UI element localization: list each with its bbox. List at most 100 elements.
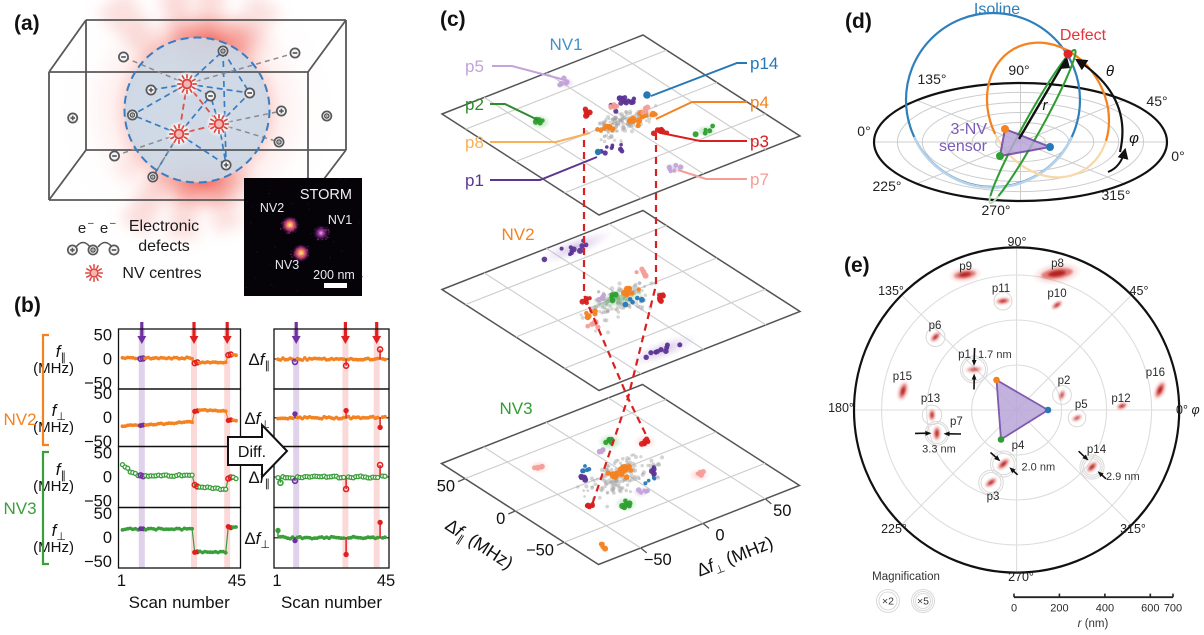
svg-text:2.0 nm: 2.0 nm (1022, 462, 1056, 474)
svg-text:(MHz): (MHz) (33, 419, 74, 436)
svg-text:p2: p2 (1058, 375, 1071, 387)
svg-text:Electronic: Electronic (129, 218, 199, 235)
svg-text:r: r (1043, 97, 1049, 114)
svg-text:(MHz): (MHz) (33, 539, 74, 556)
svg-text:NV3: NV3 (3, 499, 36, 518)
svg-text:225°: 225° (881, 522, 907, 536)
svg-text:NV1: NV1 (549, 35, 582, 54)
svg-text:Δf∥: Δf∥ (248, 468, 270, 490)
svg-text:50: 50 (94, 445, 112, 463)
svg-text:0°: 0° (1171, 148, 1184, 164)
svg-text:p8: p8 (465, 133, 484, 152)
svg-text:(e): (e) (844, 254, 870, 277)
svg-text:NV2: NV2 (260, 201, 284, 215)
svg-text:p5: p5 (1075, 399, 1088, 411)
svg-text:45°: 45° (1130, 284, 1149, 298)
svg-text:(MHz): (MHz) (33, 478, 74, 495)
svg-text:f⊥: f⊥ (52, 401, 66, 423)
svg-text:0° φ: 0° φ (1176, 403, 1200, 417)
svg-text:θ: θ (1106, 63, 1114, 80)
svg-text:−50: −50 (84, 433, 112, 451)
svg-text:p7: p7 (750, 170, 769, 189)
svg-text:−50: −50 (84, 553, 112, 571)
svg-text:50: 50 (94, 505, 112, 523)
svg-text:p1: p1 (958, 349, 971, 361)
svg-text:Defect: Defect (1060, 27, 1107, 44)
svg-text:Scan number: Scan number (281, 593, 382, 612)
svg-text:50: 50 (94, 327, 112, 345)
svg-text:90°: 90° (1008, 62, 1029, 78)
svg-text:Magnification: Magnification (872, 571, 940, 583)
svg-text:135°: 135° (918, 71, 947, 87)
svg-text:3-NV: 3-NV (951, 121, 988, 138)
svg-text:Isoline: Isoline (974, 1, 1020, 18)
svg-text:Δf⊥: Δf⊥ (244, 529, 270, 551)
svg-text:NV2: NV2 (501, 225, 534, 244)
svg-text:p14: p14 (1087, 444, 1107, 456)
svg-text:p3: p3 (987, 491, 1000, 503)
svg-text:200: 200 (1050, 603, 1068, 615)
svg-text:600: 600 (1141, 603, 1159, 615)
svg-text:0: 0 (1011, 603, 1017, 615)
svg-text:Scan number: Scan number (129, 593, 230, 612)
svg-text:315°: 315° (1120, 522, 1146, 536)
svg-text:φ: φ (1129, 130, 1139, 147)
svg-text:p12: p12 (1111, 393, 1130, 405)
svg-text:p4: p4 (1012, 440, 1025, 452)
svg-text:−50: −50 (84, 375, 112, 393)
svg-text:p9: p9 (959, 261, 972, 273)
svg-text:NV3: NV3 (499, 399, 532, 418)
svg-text:(MHz): (MHz) (33, 360, 74, 377)
svg-text:50: 50 (773, 502, 791, 520)
svg-text:270°: 270° (1008, 570, 1034, 584)
svg-text:NV1: NV1 (328, 213, 352, 227)
svg-text:315°: 315° (1102, 187, 1131, 203)
svg-text:p1: p1 (465, 171, 484, 190)
svg-text:NV2: NV2 (3, 410, 36, 429)
svg-text:180°: 180° (828, 401, 854, 415)
svg-text:−50: −50 (526, 541, 554, 559)
svg-text:e: e (78, 220, 86, 237)
svg-text:270°: 270° (982, 202, 1011, 218)
svg-text:p16: p16 (1146, 367, 1165, 379)
svg-text:STORM: STORM (300, 187, 352, 203)
svg-text:p15: p15 (893, 371, 912, 383)
svg-text:1: 1 (117, 572, 126, 590)
svg-text:0: 0 (103, 409, 112, 427)
svg-text:–: – (110, 218, 116, 229)
svg-text:e: e (100, 220, 108, 237)
svg-text:−50: −50 (644, 551, 672, 569)
svg-text:50: 50 (94, 385, 112, 403)
svg-text:1.7 nm: 1.7 nm (978, 349, 1012, 361)
svg-text:(d): (d) (845, 10, 872, 33)
svg-text:90°: 90° (1008, 235, 1027, 249)
svg-text:p13: p13 (921, 393, 940, 405)
svg-text:0: 0 (103, 469, 112, 487)
svg-text:0: 0 (103, 529, 112, 547)
svg-text:3.3 nm: 3.3 nm (922, 444, 956, 456)
svg-text:×2: ×2 (882, 596, 894, 608)
svg-text:p7: p7 (950, 416, 963, 428)
svg-text:(c): (c) (440, 8, 466, 31)
svg-text:p10: p10 (1047, 288, 1066, 300)
svg-text:−50: −50 (84, 493, 112, 511)
svg-text:0°: 0° (857, 123, 870, 139)
svg-text:Diff.: Diff. (238, 444, 266, 461)
svg-text:NV3: NV3 (275, 258, 299, 272)
svg-text:p14: p14 (750, 54, 778, 73)
svg-text:2.9 nm: 2.9 nm (1106, 471, 1140, 483)
svg-text:f∥: f∥ (56, 342, 66, 364)
svg-text:p3: p3 (750, 132, 769, 151)
svg-text:Δf⊥: Δf⊥ (244, 409, 270, 431)
svg-text:p4: p4 (750, 93, 769, 112)
svg-text:–: – (88, 218, 94, 229)
svg-text:135°: 135° (878, 284, 904, 298)
svg-text:NV centres: NV centres (122, 265, 201, 282)
svg-text:(a): (a) (14, 12, 40, 35)
svg-text:45: 45 (377, 572, 395, 590)
svg-text:Δf⊥ (MHz): Δf⊥ (MHz) (694, 532, 777, 583)
svg-text:50: 50 (437, 478, 455, 496)
svg-text:1: 1 (272, 572, 281, 590)
svg-text:0: 0 (715, 526, 724, 544)
svg-text:p2: p2 (465, 95, 484, 114)
